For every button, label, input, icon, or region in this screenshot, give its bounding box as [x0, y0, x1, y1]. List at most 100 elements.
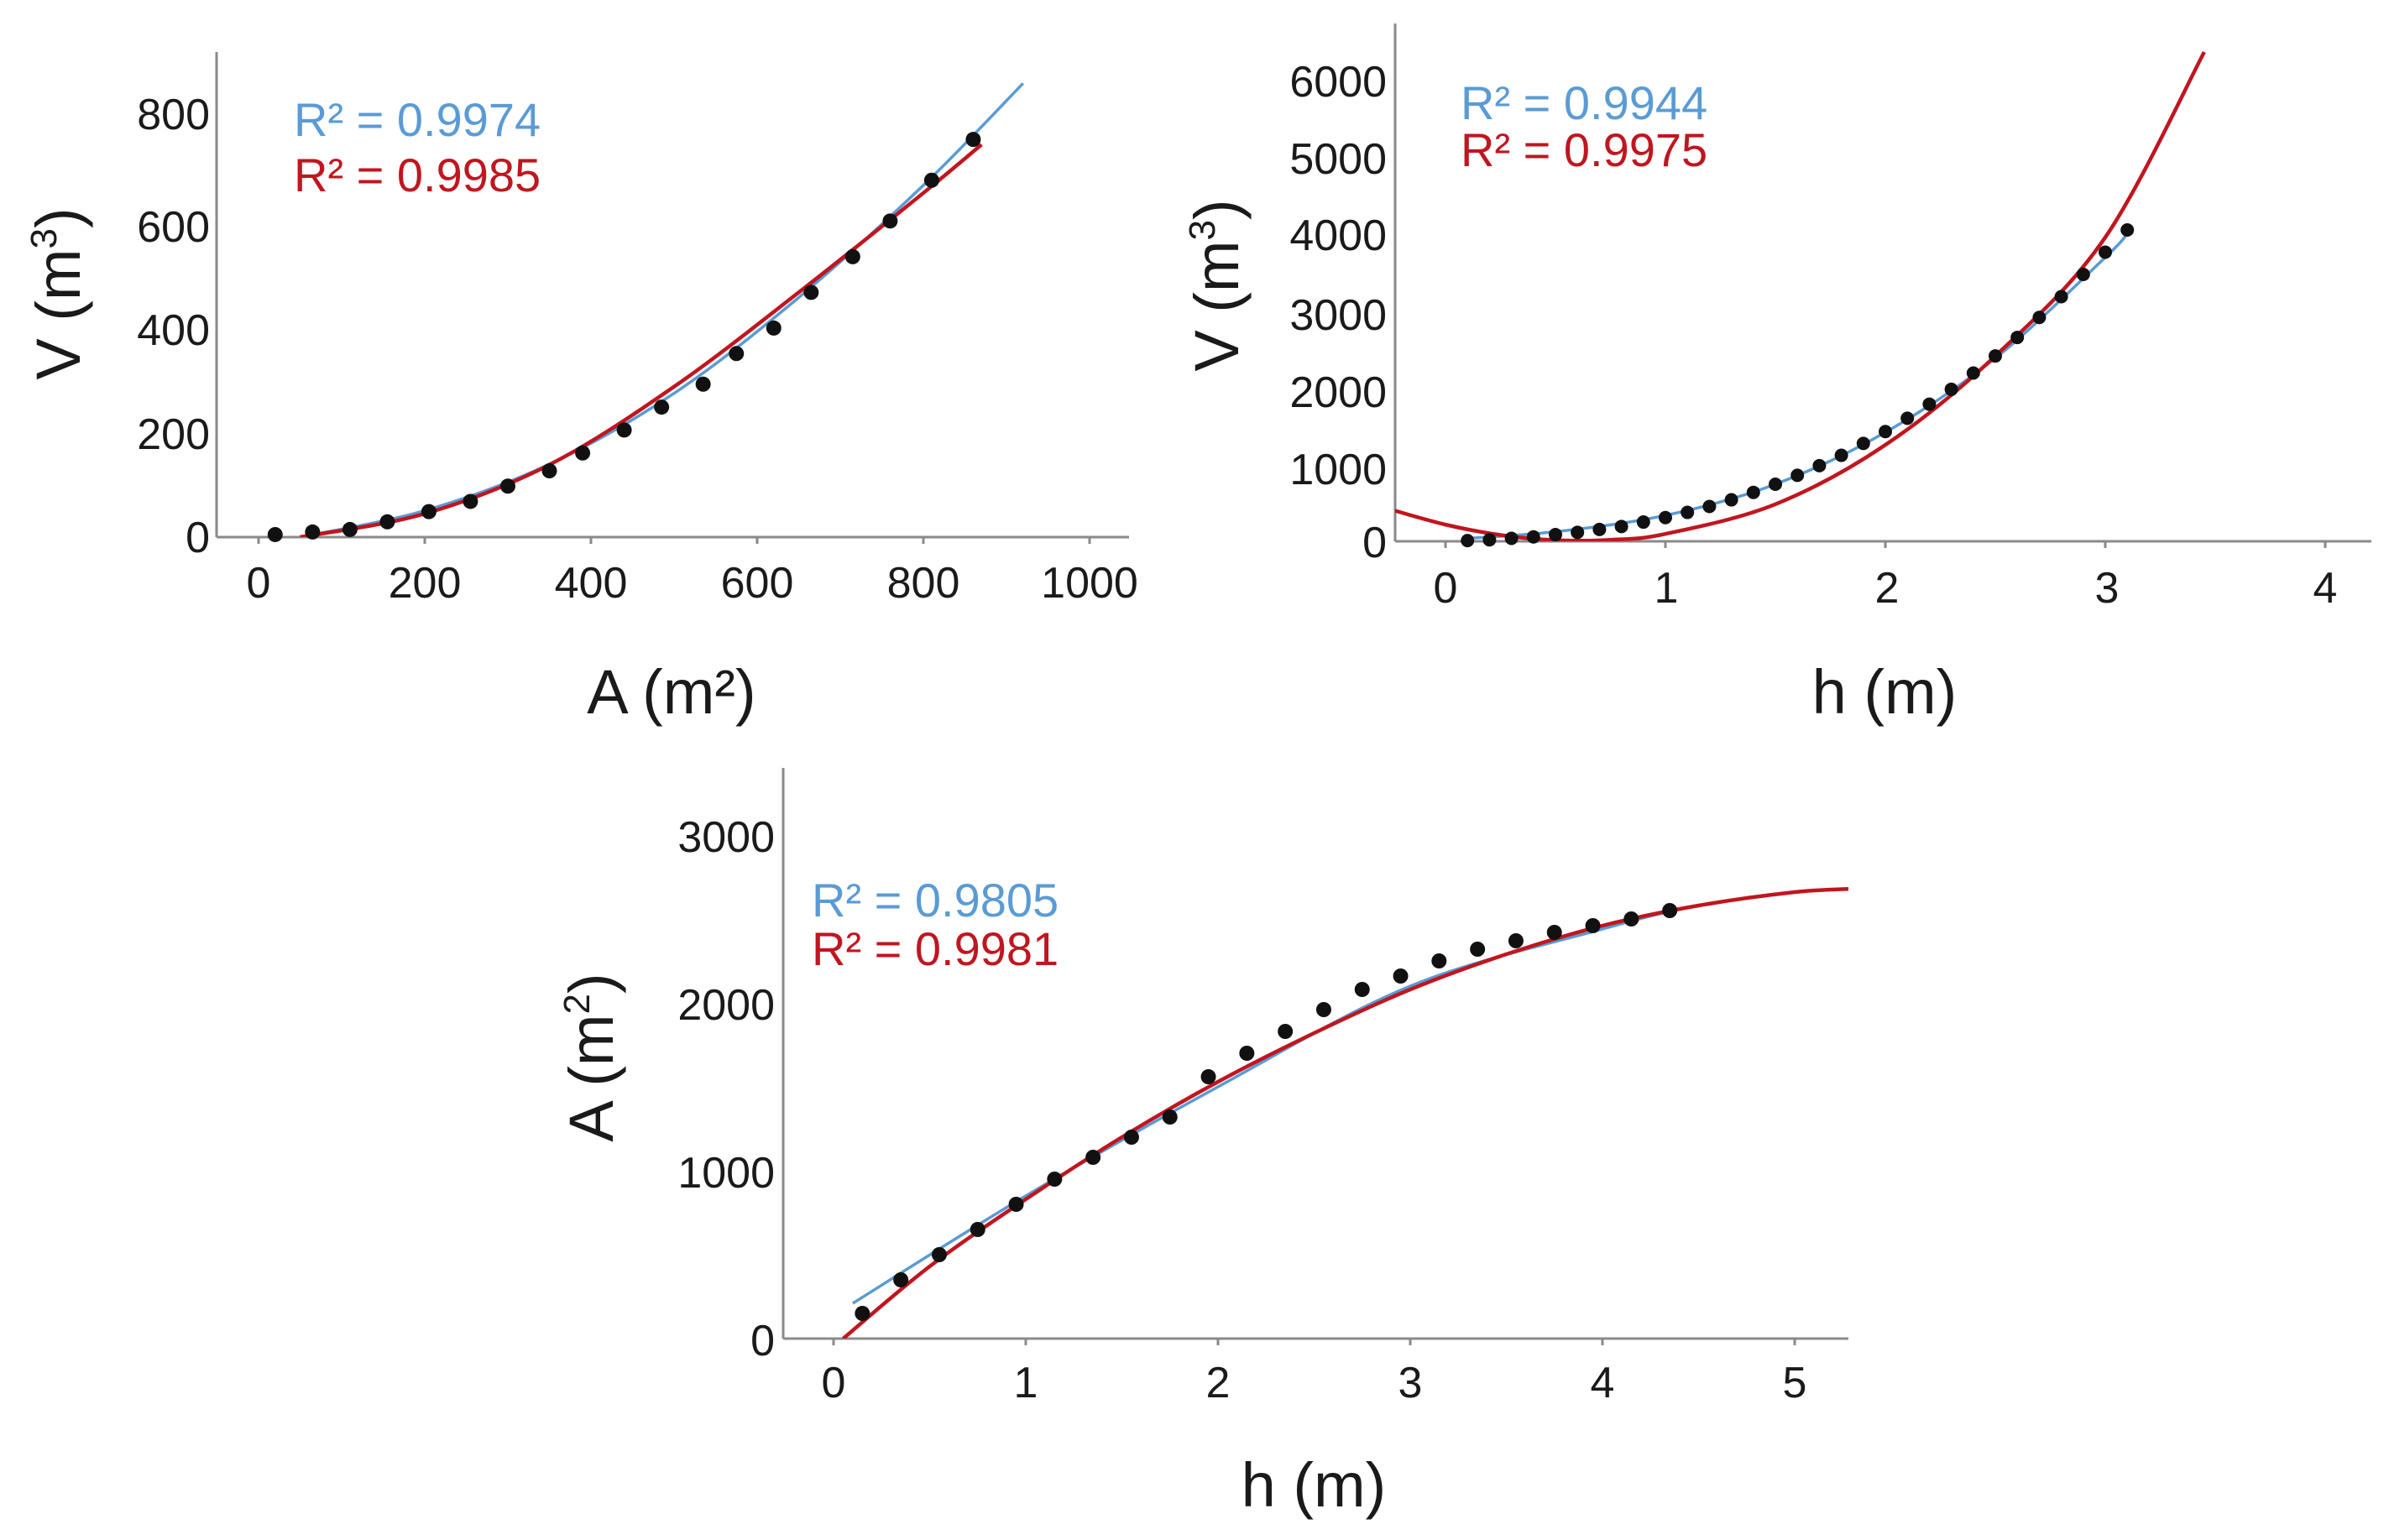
data-point [1636, 515, 1650, 530]
data-point [342, 521, 358, 537]
data-point [2120, 223, 2135, 237]
data-point [541, 463, 557, 479]
x-axis-label: A (m²) [587, 657, 755, 727]
y-tick-label: 400 [137, 306, 210, 355]
y-tick-label: 2000 [677, 981, 775, 1030]
y-tick-label: 3000 [1289, 291, 1387, 340]
fit-curve-blue [1467, 232, 2129, 540]
x-tick-label: 1 [1014, 1359, 1038, 1407]
y-axis-label-superscript: 3 [1182, 220, 1223, 240]
data-point [844, 248, 860, 264]
x-tick-label: 4 [1591, 1359, 1615, 1407]
data-point [654, 399, 670, 415]
x-tick-label: 200 [389, 559, 462, 608]
data-point [1585, 918, 1601, 933]
x-tick-label: 400 [555, 559, 628, 608]
data-point [1008, 1197, 1024, 1212]
x-tick-label: 3 [2095, 564, 2120, 613]
y-tick-label: 600 [137, 203, 210, 252]
data-point [965, 132, 981, 148]
data-point [575, 445, 591, 461]
data-point [923, 172, 939, 188]
y-axis-label-main: V (m [1182, 240, 1252, 371]
data-point [1085, 1150, 1101, 1165]
y-tick-label: 0 [186, 514, 210, 562]
x-tick-label: 3 [1398, 1359, 1423, 1407]
y-tick-label: 1000 [677, 1149, 775, 1198]
chart-ah: 0 1 2 3 4 5 0 1000 2000 3000 h (m) A (m2… [557, 768, 1848, 1520]
chart-vh-xticks: 0 1 2 3 4 [1434, 564, 2338, 613]
y-axis-label-superscript: 2 [557, 994, 598, 1014]
data-point [1549, 528, 1562, 542]
y-tick-label: 5000 [1289, 135, 1387, 184]
data-point [1989, 349, 2002, 363]
data-point [616, 422, 632, 438]
y-axis-label-tail: ) [24, 207, 93, 228]
data-point [1879, 425, 1892, 439]
chart-vh: 0 1 2 3 4 0 1000 2000 3000 4000 5000 600… [1182, 23, 2371, 727]
data-point [1834, 448, 1848, 462]
data-point [1482, 533, 1497, 547]
data-point [1315, 1002, 1331, 1017]
legend-entry-blue: R² = 0.9805 [812, 874, 1059, 927]
data-point [1790, 468, 1805, 483]
data-point [1504, 531, 1519, 546]
data-point [1393, 968, 1409, 984]
data-point [931, 1247, 947, 1262]
data-point [1592, 522, 1607, 536]
chart-va-xticks: 0 200 400 600 800 1000 [247, 559, 1138, 608]
data-point [1746, 485, 1760, 499]
data-point [2032, 311, 2047, 325]
legend-entry-red: R² = 0.9975 [1461, 123, 1707, 176]
data-point [1922, 397, 1937, 411]
y-axis-label-main: V (m [24, 248, 93, 379]
data-point [1944, 382, 1958, 396]
y-tick-label: 4000 [1289, 211, 1387, 260]
x-tick-label: 4 [2313, 564, 2338, 613]
data-point [1431, 953, 1447, 968]
chart-vh-legend: R² = 0.9944 R² = 0.9975 [1461, 76, 1707, 176]
chart-ah-yticks: 0 1000 2000 3000 [677, 813, 775, 1365]
data-point [1047, 1172, 1063, 1187]
legend-entry-blue: R² = 0.9974 [294, 93, 541, 146]
data-point [2054, 290, 2068, 304]
data-point [766, 320, 782, 336]
data-point [1681, 505, 1695, 519]
data-point [1470, 942, 1486, 957]
data-point [421, 504, 437, 519]
x-tick-label: 2 [1206, 1359, 1231, 1407]
data-point [1354, 982, 1370, 997]
data-point [882, 213, 898, 229]
y-axis-label: V (m3) [1182, 199, 1252, 371]
y-tick-label: 1000 [1289, 446, 1387, 494]
data-point [695, 376, 711, 392]
data-point [855, 1306, 870, 1321]
data-point [970, 1222, 985, 1237]
x-tick-label: 0 [822, 1359, 846, 1407]
data-point [1162, 1109, 1178, 1125]
data-point [1702, 499, 1717, 514]
data-point [305, 524, 321, 540]
data-point [1769, 477, 1782, 491]
data-point [1546, 925, 1562, 940]
chart-va-yticks: 0 200 400 600 800 [137, 91, 210, 562]
x-tick-label: 0 [1434, 564, 1458, 613]
data-point [1724, 493, 1738, 507]
x-tick-label: 2 [1875, 564, 1900, 613]
chart-ah-axes [782, 768, 1848, 1345]
y-axis-label-superscript: 3 [24, 228, 65, 248]
data-point [1614, 519, 1628, 534]
y-axis-label: V (m3) [24, 207, 93, 379]
y-tick-label: 2000 [1289, 368, 1387, 417]
chart-vh-yticks: 0 1000 2000 3000 4000 5000 6000 [1289, 58, 1387, 567]
x-tick-label: 600 [721, 559, 794, 608]
y-tick-label: 6000 [1289, 58, 1387, 107]
data-point [1623, 911, 1639, 927]
fit-curve-red [842, 886, 1848, 1339]
y-tick-label: 0 [750, 1317, 775, 1365]
data-point [2076, 268, 2090, 281]
chart-va-points [267, 132, 981, 542]
chart-va: 0 200 400 600 800 1000 0 200 400 600 800… [24, 52, 1138, 727]
data-point [2099, 245, 2112, 259]
